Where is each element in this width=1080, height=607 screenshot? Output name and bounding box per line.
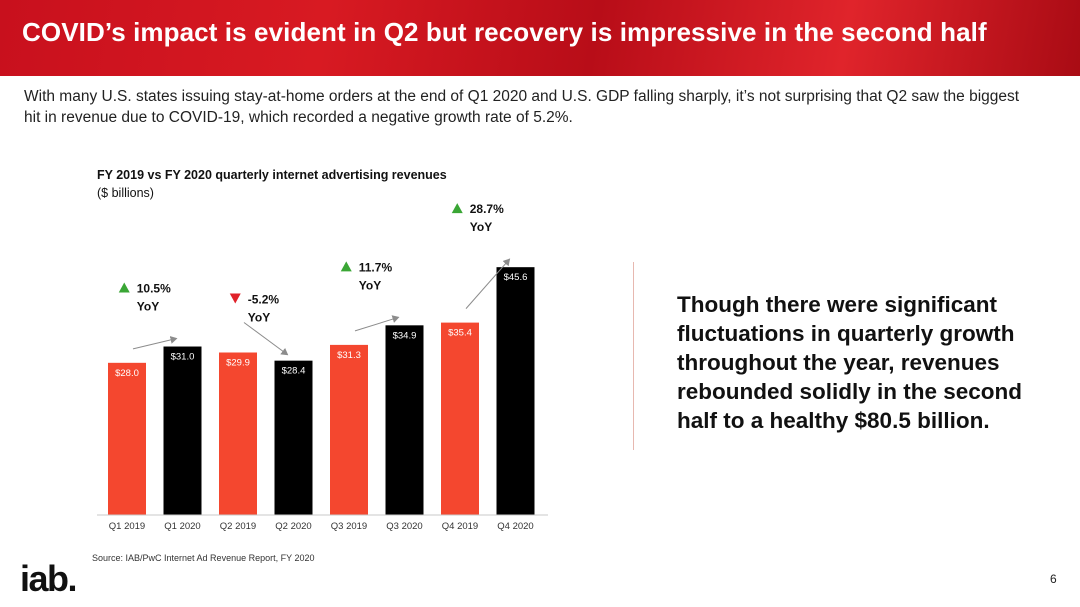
bar-q2-2020 [274,360,313,515]
yoy-arrow [354,315,400,332]
page-number: 6 [1050,572,1057,586]
bar-q3-2020 [385,325,424,515]
bar-q1-2019 [108,362,146,515]
up-triangle-icon [340,261,352,272]
intro-paragraph: With many U.S. states issuing stay-at-ho… [24,88,1020,126]
bar-q2-2019 [219,352,257,515]
bar-value-label: $31.0 [171,352,195,363]
x-tick-label: Q2 2020 [275,521,311,532]
bar-value-label: $35.4 [448,328,472,339]
x-tick-label: Q1 2020 [164,521,200,532]
revenue-bar-chart: FY 2019 vs FY 2020 quarterly internet ad… [97,168,548,532]
bar-q3-2019 [330,344,368,515]
down-triangle-icon [229,293,241,304]
vertical-divider [633,262,634,450]
x-tick-label: Q1 2019 [109,521,145,532]
bar-value-label: $31.3 [337,350,361,361]
source-note: Source: IAB/PwC Internet Ad Revenue Repo… [92,553,315,563]
chart-subtitle: ($ billions) [97,186,154,200]
bar-q4-2019 [441,322,479,515]
bar-value-label: $29.9 [226,358,250,369]
yoy-sub-label: YoY [359,278,381,292]
slide-title: COVID’s impact is evident in Q2 but reco… [22,17,987,47]
bar-q1-2020 [163,346,202,515]
x-tick-label: Q4 2020 [497,521,533,532]
yoy-growth-label: -5.2% [248,293,280,307]
callout-text: Though there were significant fluctuatio… [677,292,1023,433]
x-tick-label: Q3 2019 [331,521,367,532]
x-tick-label: Q4 2019 [442,521,478,532]
yoy-sub-label: YoY [248,311,270,325]
x-tick-label: Q2 2019 [220,521,256,532]
iab-logo-text: iab. [20,558,76,597]
bar-q4-2020 [496,267,535,515]
title-banner: COVID’s impact is evident in Q2 but reco… [0,0,1080,76]
bar-value-label: $45.6 [504,272,528,283]
yoy-arrow [132,336,178,350]
yoy-growth-label: 10.5% [137,282,171,296]
bar-value-label: $28.0 [115,368,139,379]
x-tick-label: Q3 2020 [386,521,422,532]
iab-logo: iab. [20,558,78,597]
yoy-arrow [465,258,511,309]
yoy-growth-label: 28.7% [470,202,504,216]
up-triangle-icon [451,203,463,214]
up-triangle-icon [118,282,130,293]
yoy-sub-label: YoY [470,220,492,234]
yoy-arrow [243,322,289,356]
yoy-growth-label: 11.7% [359,260,393,274]
chart-title: FY 2019 vs FY 2020 quarterly internet ad… [97,168,447,182]
bar-value-label: $34.9 [393,330,417,341]
bar-value-label: $28.4 [282,366,306,377]
yoy-sub-label: YoY [137,300,159,314]
